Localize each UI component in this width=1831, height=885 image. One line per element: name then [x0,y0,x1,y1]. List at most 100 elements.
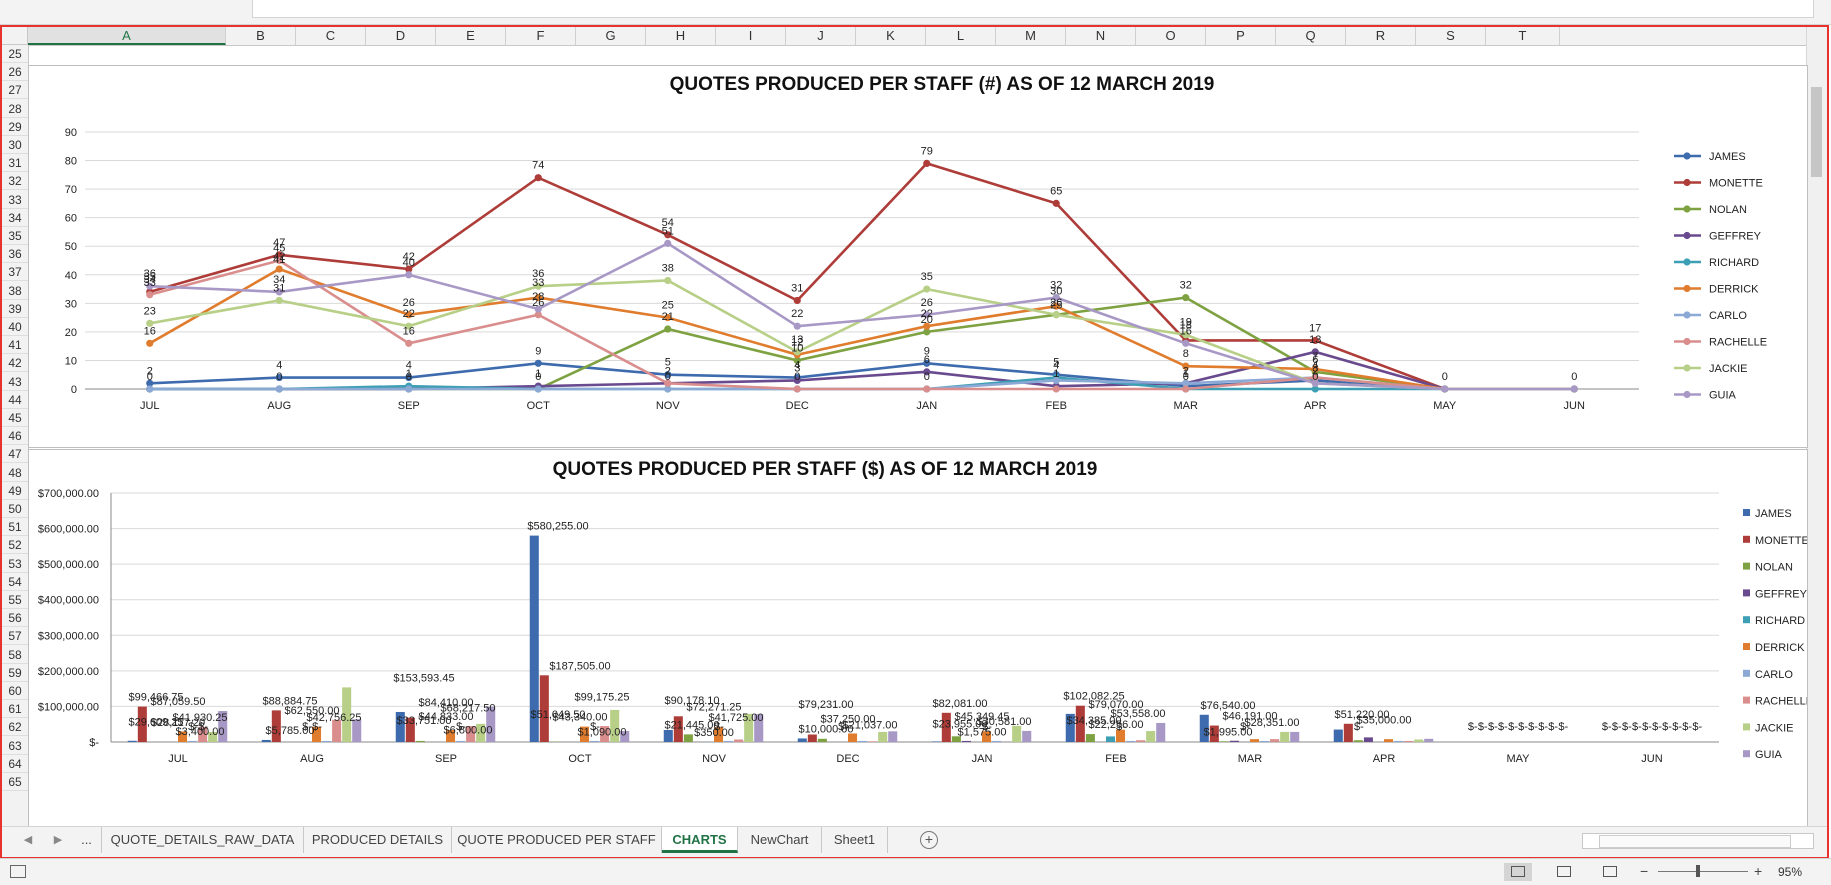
add-sheet-icon[interactable]: + [920,831,938,849]
normal-view-button[interactable] [1504,863,1532,881]
page-layout-view-button[interactable] [1550,863,1578,881]
data-point [275,373,283,382]
row-header-54[interactable]: 54 [2,573,28,591]
row-header-31[interactable]: 31 [2,154,28,173]
row-header-45[interactable]: 45 [2,409,28,427]
column-header-m[interactable]: M [996,27,1066,45]
row-header-61[interactable]: 61 [2,700,28,719]
column-header-q[interactable]: Q [1276,27,1346,45]
column-header-t[interactable]: T [1486,27,1560,45]
legend-swatch [1743,750,1750,758]
row-header-44[interactable]: 44 [2,391,28,409]
row-header-52[interactable]: 52 [2,536,28,555]
column-header-o[interactable]: O [1136,27,1206,45]
legend-label-geffrey: GEFFREY [1755,588,1807,600]
data-label: $- [1682,721,1692,733]
row-header-40[interactable]: 40 [2,318,28,336]
horizontal-scroll-thumb[interactable] [1599,835,1791,848]
data-label: $- [1518,721,1528,733]
column-header-i[interactable]: I [716,27,786,45]
column-header-a[interactable]: A [28,27,226,45]
row-header-46[interactable]: 46 [2,427,28,446]
row-header-56[interactable]: 56 [2,609,28,628]
line-chart-quotes-count[interactable]: QUOTES PRODUCED PER STAFF (#) AS OF 12 M… [28,65,1808,448]
macro-record-icon[interactable] [10,865,26,878]
column-header-s[interactable]: S [1416,27,1486,45]
column-header-n[interactable]: N [1066,27,1136,45]
tab-newchart[interactable]: NewChart [738,827,822,853]
data-point [275,385,283,393]
tab-quote-details-raw-data[interactable]: QUOTE_DETAILS_RAW_DATA [102,827,304,853]
tab-produced-details[interactable]: PRODUCED DETAILS [304,827,452,853]
row-header-36[interactable]: 36 [2,245,28,264]
row-header-37[interactable]: 37 [2,263,28,282]
column-header-r[interactable]: R [1346,27,1416,45]
column-header-l[interactable]: L [926,27,996,45]
row-header-27[interactable]: 27 [2,81,28,100]
horizontal-scrollbar[interactable] [1582,833,1814,849]
zoom-out-button[interactable]: − [1640,863,1649,879]
row-header-38[interactable]: 38 [2,282,28,300]
row-header-51[interactable]: 51 [2,518,28,537]
row-header-57[interactable]: 57 [2,627,28,646]
column-header-d[interactable]: D [366,27,436,45]
zoom-slider[interactable] [1658,871,1748,872]
row-header-32[interactable]: 32 [2,172,28,191]
column-header-c[interactable]: C [296,27,366,45]
row-header-65[interactable]: 65 [2,773,28,791]
row-header-50[interactable]: 50 [2,500,28,518]
vertical-scrollbar[interactable] [1806,27,1827,827]
row-header-63[interactable]: 63 [2,737,28,755]
tab-more[interactable]: ... [72,827,102,853]
page-break-view-button[interactable] [1596,863,1624,881]
row-header-64[interactable]: 64 [2,755,28,773]
tab-sheet1[interactable]: Sheet1 [822,827,888,853]
tab-scroll-right-icon[interactable]: ▶ [53,834,63,846]
column-header-f[interactable]: F [506,27,576,45]
bar-chart-quotes-value[interactable]: QUOTES PRODUCED PER STAFF ($) AS OF 12 M… [28,449,1808,831]
zoom-slider-thumb[interactable] [1696,865,1700,877]
row-header-49[interactable]: 49 [2,482,28,500]
row-header-41[interactable]: 41 [2,336,28,355]
zoom-level-label[interactable]: 95% [1778,865,1803,879]
column-header-h[interactable]: H [646,27,716,45]
row-header-53[interactable]: 53 [2,555,28,573]
select-all-corner[interactable] [2,27,28,45]
row-header-42[interactable]: 42 [2,354,28,373]
column-header-p[interactable]: P [1206,27,1276,45]
row-header-39[interactable]: 39 [2,300,28,318]
column-header-e[interactable]: E [436,27,506,45]
data-label: 13 [1309,334,1321,346]
column-header-k[interactable]: K [856,27,926,45]
legend-label-richard: RICHARD [1709,257,1759,269]
row-header-60[interactable]: 60 [2,682,28,700]
row-header-25[interactable]: 25 [2,45,28,63]
tab-charts[interactable]: CHARTS [662,827,738,853]
row-header-47[interactable]: 47 [2,445,28,464]
row-header-58[interactable]: 58 [2,646,28,664]
vertical-scroll-thumb[interactable] [1811,87,1822,177]
row-header-29[interactable]: 29 [2,118,28,136]
column-header-b[interactable]: B [226,27,296,45]
bar-nolan [817,738,827,742]
data-point [405,385,413,393]
bar-monette [137,706,147,742]
formula-input[interactable] [252,0,1814,18]
row-header-35[interactable]: 35 [2,227,28,245]
column-header-j[interactable]: J [786,27,856,45]
tab-quote-produced-per-staff[interactable]: QUOTE PRODUCED PER STAFF [452,827,662,853]
row-header-62[interactable]: 62 [2,718,28,737]
data-label: $- [1632,721,1642,733]
row-header-55[interactable]: 55 [2,591,28,609]
row-header-28[interactable]: 28 [2,100,28,118]
row-header-48[interactable]: 48 [2,464,28,482]
row-header-34[interactable]: 34 [2,209,28,227]
zoom-in-button[interactable]: + [1754,863,1763,879]
row-header-59[interactable]: 59 [2,664,28,682]
row-header-30[interactable]: 30 [2,136,28,154]
row-header-43[interactable]: 43 [2,373,28,391]
row-header-26[interactable]: 26 [2,63,28,82]
row-header-33[interactable]: 33 [2,191,28,209]
tab-scroll-left-icon[interactable]: ◀ [23,834,33,846]
column-header-g[interactable]: G [576,27,646,45]
